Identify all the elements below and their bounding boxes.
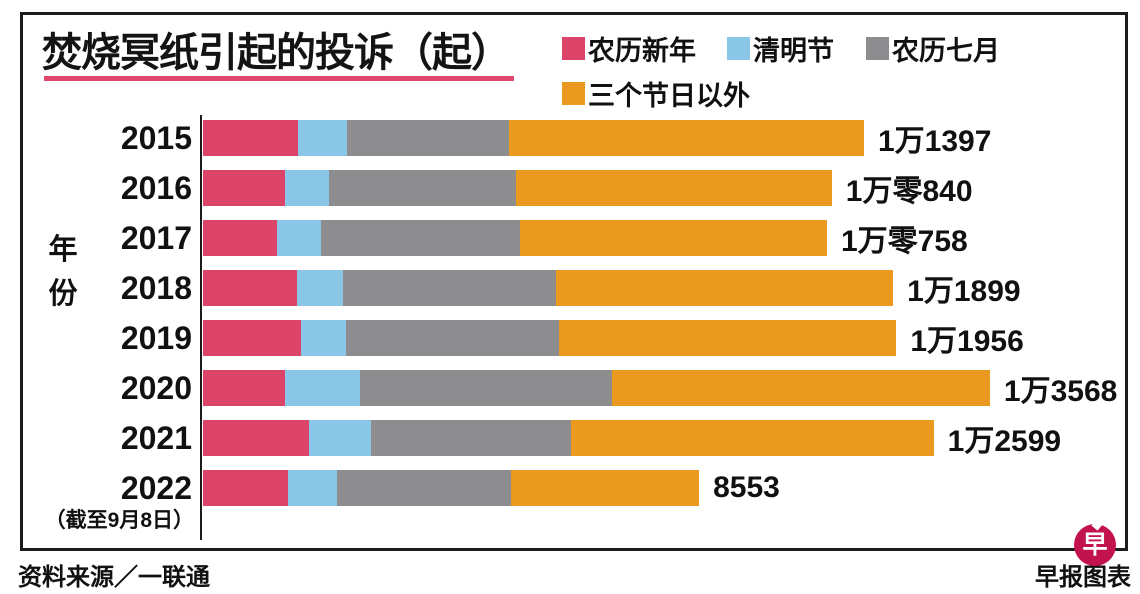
bar-segment <box>297 270 344 306</box>
bar-segment <box>329 170 516 206</box>
year-label: 2015 <box>120 119 192 156</box>
bar-segment <box>558 320 897 356</box>
bar-segment <box>203 420 309 456</box>
stacked-bar <box>203 120 864 156</box>
bar-segment <box>203 270 297 306</box>
bar-segment <box>203 370 285 406</box>
bar-segment <box>203 470 288 506</box>
bar-value-label: 1万零840 <box>845 175 973 208</box>
year-label: 2016 <box>120 169 192 206</box>
bar-row: 2016 1万零840 <box>0 163 1140 213</box>
legend-label: 三个节日以外 <box>588 80 750 111</box>
bar-rows: 2015 1万1397 2016 1万零840 2017 1万零758 2018… <box>0 113 1140 513</box>
bar-row: 2018 1万1899 <box>0 263 1140 313</box>
legend-label: 农历新年 <box>588 35 696 66</box>
bar-segment <box>284 370 360 406</box>
legend-swatch-lunar-new-year <box>562 36 585 60</box>
year-label: 2021 <box>120 419 192 456</box>
bar-segment <box>611 370 990 406</box>
stacked-bar <box>203 170 832 206</box>
bar-value-label: 1万2599 <box>947 425 1062 458</box>
y-axis-title-char: 份 <box>48 278 78 310</box>
bar-segment <box>509 120 864 156</box>
zaobao-logo-icon: 早 <box>1074 524 1116 566</box>
bar-segment <box>359 370 612 406</box>
bar-segment <box>515 170 832 206</box>
bar-segment <box>556 270 894 306</box>
zaobao-logo-char: 早 <box>1082 530 1108 559</box>
bar-segment <box>346 320 559 356</box>
bar-row: 2019 1万1956 <box>0 313 1140 363</box>
y-axis-line <box>200 115 202 540</box>
bar-row: 2022 8553 <box>0 463 1140 513</box>
y-axis-title: 年 份 <box>46 228 80 316</box>
bar-segment <box>203 320 302 356</box>
stacked-bar <box>203 420 934 456</box>
bar-segment <box>285 170 330 206</box>
bar-segment <box>203 120 299 156</box>
title-underline <box>44 76 514 81</box>
stacked-bar <box>203 270 894 306</box>
year-label: 2020 <box>120 369 192 406</box>
bar-segment <box>203 170 286 206</box>
bar-segment <box>343 270 557 306</box>
y-axis-title-char: 年 <box>48 234 78 266</box>
bar-segment <box>337 470 511 506</box>
bar-segment <box>203 220 277 256</box>
legend-swatch-qingming <box>727 36 750 60</box>
publisher-credit: 早报图表 <box>1035 564 1131 591</box>
bar-segment <box>288 470 337 506</box>
bar-segment <box>308 420 372 456</box>
bar-segment <box>371 420 571 456</box>
bar-value-label: 1万1956 <box>910 325 1024 358</box>
legend-label: 农历七月 <box>892 35 1000 66</box>
chart-title: 焚烧冥纸引起的投诉（起） <box>42 31 511 75</box>
bar-row: 2017 1万零758 <box>0 213 1140 263</box>
bar-segment <box>519 220 827 256</box>
bar-segment <box>570 420 934 456</box>
year-label: 2017 <box>120 219 192 256</box>
stacked-bar <box>203 370 990 406</box>
bar-value-label: 1万零758 <box>840 225 968 258</box>
legend-item-outside-festivals: 三个节日以外 <box>562 79 750 111</box>
year-label: 2022 <box>120 469 192 506</box>
stacked-bar <box>203 320 897 356</box>
year-label: 2018 <box>120 269 192 306</box>
bar-row: 2020 1万3568 <box>0 363 1140 413</box>
year-label: 2019 <box>120 319 192 356</box>
bar-row: 2021 1万2599 <box>0 413 1140 463</box>
bar-segment <box>277 220 322 256</box>
legend-swatch-lunar-7th-month <box>866 36 889 60</box>
bar-value-label: 1万1899 <box>907 275 1021 308</box>
legend-label: 清明节 <box>753 35 834 66</box>
legend-item-lunar-new-year: 农历新年 <box>562 34 696 66</box>
legend-item-qingming: 清明节 <box>727 34 834 66</box>
stacked-bar <box>203 220 827 256</box>
bar-segment <box>510 470 700 506</box>
bar-value-label: 1万3568 <box>1003 375 1118 408</box>
legend-swatch-outside-festivals <box>562 81 585 105</box>
year-2022-note: （截至9月8日） <box>44 509 194 532</box>
source-credit: 资料来源／一联通 <box>18 564 210 591</box>
bar-row: 2015 1万1397 <box>0 113 1140 163</box>
bar-segment <box>298 120 348 156</box>
bar-segment <box>301 320 347 356</box>
stacked-bar <box>203 470 700 506</box>
bar-value-label: 8553 <box>713 471 780 504</box>
bar-segment <box>321 220 520 256</box>
bar-value-label: 1万1397 <box>877 125 992 158</box>
legend-item-lunar-7th-month: 农历七月 <box>866 34 1000 66</box>
bar-segment <box>347 120 510 156</box>
